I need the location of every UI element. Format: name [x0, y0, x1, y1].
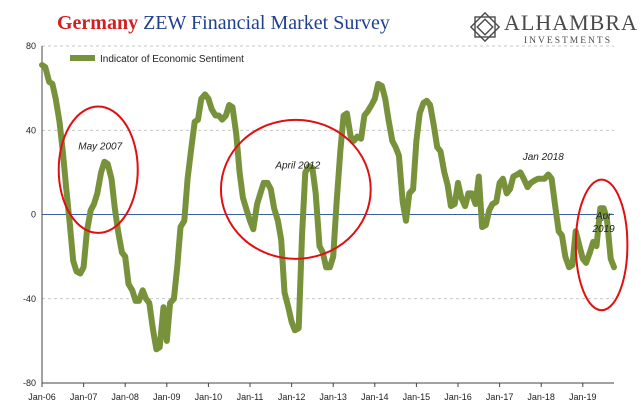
x-tick-label: Jan-16 [444, 392, 472, 402]
x-tick-label: Jan-11 [237, 392, 264, 402]
title-accent: Germany [57, 12, 139, 34]
annotation-label: May 2007 [78, 141, 122, 152]
x-tick-label: Jan-15 [403, 392, 431, 402]
series-layer [39, 62, 617, 353]
annotation-label: April 2012 [274, 160, 320, 171]
logo-name: ALHAMBRA [504, 10, 638, 35]
x-tick-label: Jan-09 [153, 392, 181, 402]
x-tick-label: Jan-13 [319, 392, 347, 402]
y-tick-label: -40 [23, 294, 36, 304]
geometric-star-icon [469, 11, 501, 43]
legend-label: Indicator of Economic Sentiment [100, 54, 244, 65]
annotation-label: Apr [595, 211, 612, 222]
page-title: Germany ZEW Financial Market Survey [57, 12, 390, 35]
x-tick-label: Jan-12 [278, 392, 306, 402]
legend: Indicator of Economic Sentiment [70, 54, 244, 65]
annotation-circle [574, 178, 629, 312]
x-tick-label: Jan-10 [195, 392, 223, 402]
grid [41, 45, 614, 384]
y-tick-label: 0 [31, 210, 36, 220]
title-rest: ZEW Financial Market Survey [143, 12, 390, 34]
x-tick-label: Jan-17 [486, 392, 514, 402]
x-tick-label: Jan-18 [527, 392, 555, 402]
annotations: May 2007 April 2012 Jan 2018 Apr 2019 [57, 105, 629, 312]
x-tick-label: Jan-19 [569, 392, 597, 402]
y-tick-label: 40 [26, 125, 36, 135]
brand-logo: ALHAMBRA INVESTMENTS [466, 6, 638, 52]
logo-subtitle: INVESTMENTS [524, 36, 612, 46]
series-line [39, 62, 617, 353]
annotation-label: 2019 [591, 224, 615, 235]
annotation-circle [57, 105, 139, 234]
x-axis: Jan-06 Jan-07 Jan-08 Jan-09 Jan-10 Jan-11 Jan-… [28, 383, 597, 402]
y-axis: 80 40 0 -40 -80 [23, 41, 36, 388]
y-tick-label: 80 [26, 41, 36, 51]
x-tick-label: Jan-14 [361, 392, 389, 402]
x-tick-label: Jan-07 [70, 392, 98, 402]
y-tick-label: -80 [23, 378, 36, 388]
x-tick-label: Jan-06 [28, 392, 56, 402]
x-tick-label: Jan-08 [111, 392, 139, 402]
annotation-circle [219, 118, 372, 260]
annotation-label: Jan 2018 [522, 152, 565, 163]
